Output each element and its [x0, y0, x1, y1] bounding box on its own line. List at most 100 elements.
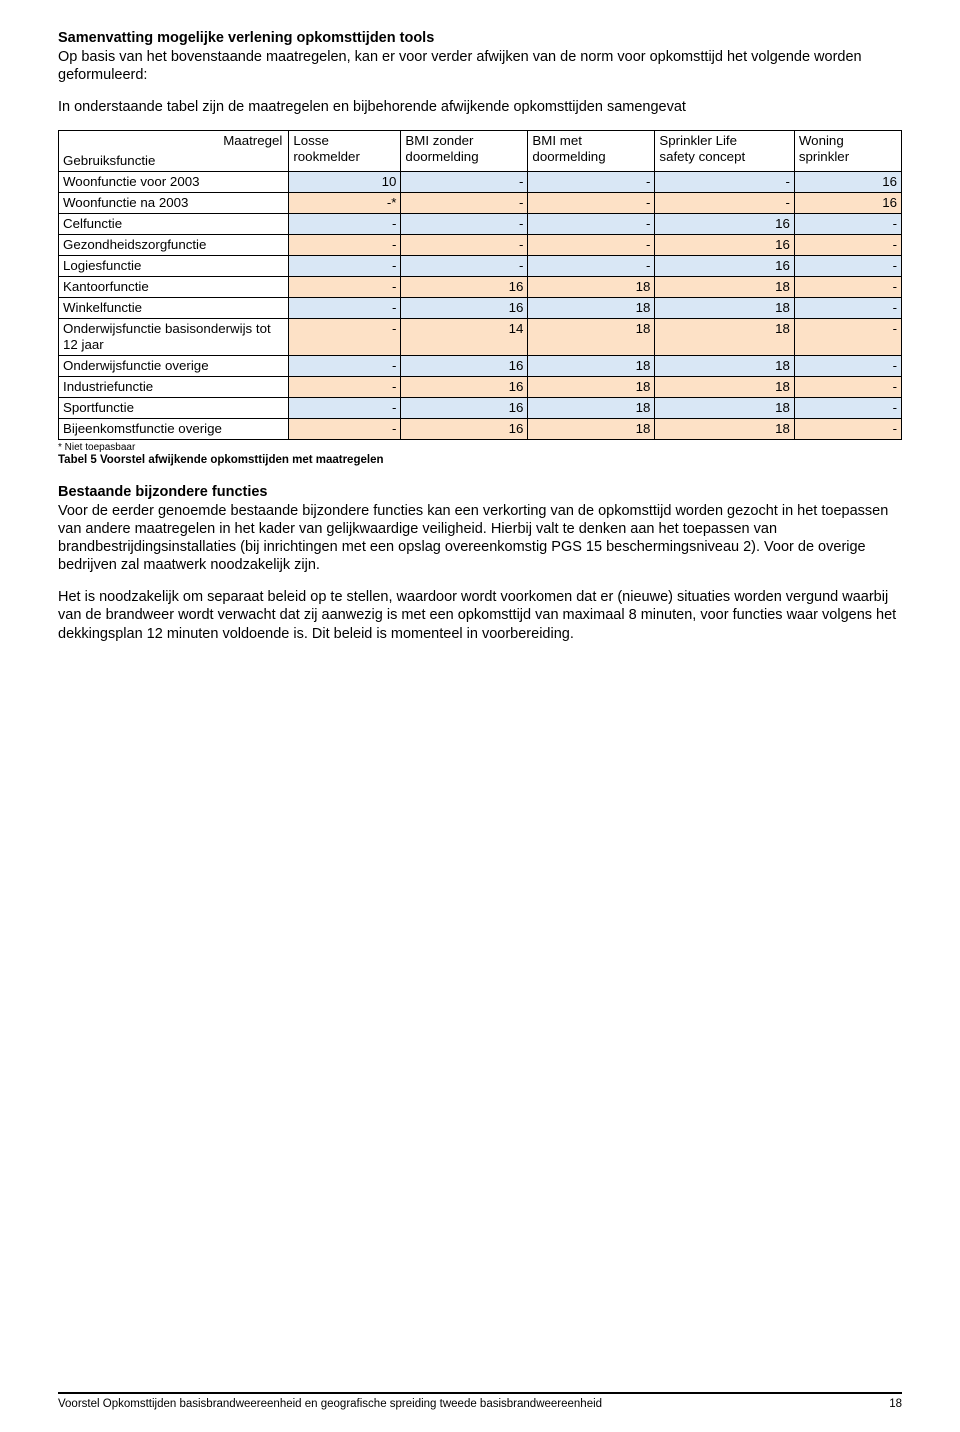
row-cell: - [289, 214, 401, 235]
row-label: Gezondheidszorgfunctie [59, 235, 289, 256]
row-cell: - [289, 256, 401, 277]
header-col-4-l2: safety concept [659, 149, 745, 164]
row-label: Bijeenkomstfunctie overige [59, 418, 289, 439]
row-cell: - [401, 214, 528, 235]
row-cell: - [528, 256, 655, 277]
row-cell: - [401, 256, 528, 277]
header-col-1: Losse rookmelder [289, 131, 401, 172]
row-cell: - [289, 298, 401, 319]
header-col-1-l1: Losse [293, 133, 328, 148]
row-cell: - [655, 193, 794, 214]
row-label: Logiesfunctie [59, 256, 289, 277]
header-col-1-l2: rookmelder [293, 149, 360, 164]
row-cell: 16 [655, 214, 794, 235]
row-cell: 14 [401, 319, 528, 356]
section-heading-1: Samenvatting mogelijke verlening opkomst… [58, 30, 902, 46]
row-cell: - [528, 235, 655, 256]
row-cell: 18 [528, 418, 655, 439]
header-col-2-l1: BMI zonder [405, 133, 473, 148]
page-number: 18 [889, 1398, 902, 1410]
row-cell: - [794, 277, 901, 298]
table-row: Woonfunctie na 2003-*---16 [59, 193, 902, 214]
table-row: Celfunctie---16- [59, 214, 902, 235]
row-cell: - [528, 214, 655, 235]
row-cell: 18 [655, 355, 794, 376]
row-cell: - [289, 319, 401, 356]
table-row: Industriefunctie-161818- [59, 376, 902, 397]
row-cell: - [794, 256, 901, 277]
row-cell: - [289, 277, 401, 298]
row-cell: 16 [401, 418, 528, 439]
table-body: Woonfunctie voor 200310---16Woonfunctie … [59, 172, 902, 439]
row-cell: - [289, 376, 401, 397]
row-label: Onderwijsfunctie overige [59, 355, 289, 376]
row-cell: 18 [655, 319, 794, 356]
row-cell: 16 [401, 277, 528, 298]
header-col-3: BMI met doormelding [528, 131, 655, 172]
row-cell: - [528, 193, 655, 214]
table-header-row: Maatregel Gebruiksfunctie Losse rookmeld… [59, 131, 902, 172]
table-row: Woonfunctie voor 200310---16 [59, 172, 902, 193]
row-cell: - [401, 235, 528, 256]
row-label: Woonfunctie voor 2003 [59, 172, 289, 193]
table-row: Sportfunctie-161818- [59, 397, 902, 418]
row-cell: 16 [655, 256, 794, 277]
row-cell: 16 [401, 298, 528, 319]
row-cell: - [289, 418, 401, 439]
row-cell: - [401, 172, 528, 193]
intro-paragraph-2: In onderstaande tabel zijn de maatregele… [58, 98, 902, 116]
table-row: Winkelfunctie-161818- [59, 298, 902, 319]
row-cell: 18 [528, 376, 655, 397]
row-cell: 18 [655, 298, 794, 319]
row-cell: 18 [528, 277, 655, 298]
row-cell: 16 [794, 193, 901, 214]
row-cell: - [794, 418, 901, 439]
row-cell: 16 [401, 376, 528, 397]
row-cell: 18 [655, 376, 794, 397]
row-cell: - [794, 235, 901, 256]
table-row: Kantoorfunctie-161818- [59, 277, 902, 298]
table-row: Gezondheidszorgfunctie---16- [59, 235, 902, 256]
header-col-5-l2: sprinkler [799, 149, 849, 164]
header-col-2-l2: doormelding [405, 149, 478, 164]
header-col-3-l2: doormelding [532, 149, 605, 164]
table-header: Maatregel Gebruiksfunctie Losse rookmeld… [59, 131, 902, 172]
row-label: Sportfunctie [59, 397, 289, 418]
row-cell: - [794, 355, 901, 376]
body-paragraph-2: Voor de eerder genoemde bestaande bijzon… [58, 502, 902, 575]
maatregel-table: Maatregel Gebruiksfunctie Losse rookmeld… [58, 130, 902, 439]
header-corner-top: Maatregel [223, 133, 282, 149]
row-label: Industriefunctie [59, 376, 289, 397]
table-row: Bijeenkomstfunctie overige-161818- [59, 418, 902, 439]
row-cell: - [528, 172, 655, 193]
row-cell: 10 [289, 172, 401, 193]
row-cell: - [794, 376, 901, 397]
header-col-5-l1: Woning [799, 133, 844, 148]
table-row: Logiesfunctie---16- [59, 256, 902, 277]
header-corner: Maatregel Gebruiksfunctie [59, 131, 289, 172]
row-label: Onderwijsfunctie basisonderwijs tot 12 j… [59, 319, 289, 356]
table-caption: Tabel 5 Voorstel afwijkende opkomsttijde… [58, 454, 902, 466]
table-footnote: * Niet toepasbaar [58, 442, 902, 453]
row-label: Winkelfunctie [59, 298, 289, 319]
header-corner-bottom: Gebruiksfunctie [63, 153, 155, 169]
row-cell: 18 [528, 319, 655, 356]
row-label: Woonfunctie na 2003 [59, 193, 289, 214]
row-cell: 18 [528, 397, 655, 418]
row-label: Kantoorfunctie [59, 277, 289, 298]
header-col-2: BMI zonder doormelding [401, 131, 528, 172]
row-cell: 16 [401, 355, 528, 376]
footer-text: Voorstel Opkomsttijden basisbrandweereen… [58, 1398, 602, 1410]
body-paragraph-3: Het is noodzakelijk om separaat beleid o… [58, 588, 902, 642]
row-cell: -* [289, 193, 401, 214]
row-cell: 16 [794, 172, 901, 193]
row-cell: - [289, 397, 401, 418]
page-footer: Voorstel Opkomsttijden basisbrandweereen… [58, 1392, 902, 1410]
row-cell: 18 [655, 397, 794, 418]
page: Samenvatting mogelijke verlening opkomst… [0, 0, 960, 1432]
intro-paragraph-1: Op basis van het bovenstaande maatregele… [58, 48, 902, 84]
header-col-4-l1: Sprinkler Life [659, 133, 737, 148]
row-cell: - [794, 397, 901, 418]
table-row: Onderwijsfunctie basisonderwijs tot 12 j… [59, 319, 902, 356]
row-cell: - [655, 172, 794, 193]
